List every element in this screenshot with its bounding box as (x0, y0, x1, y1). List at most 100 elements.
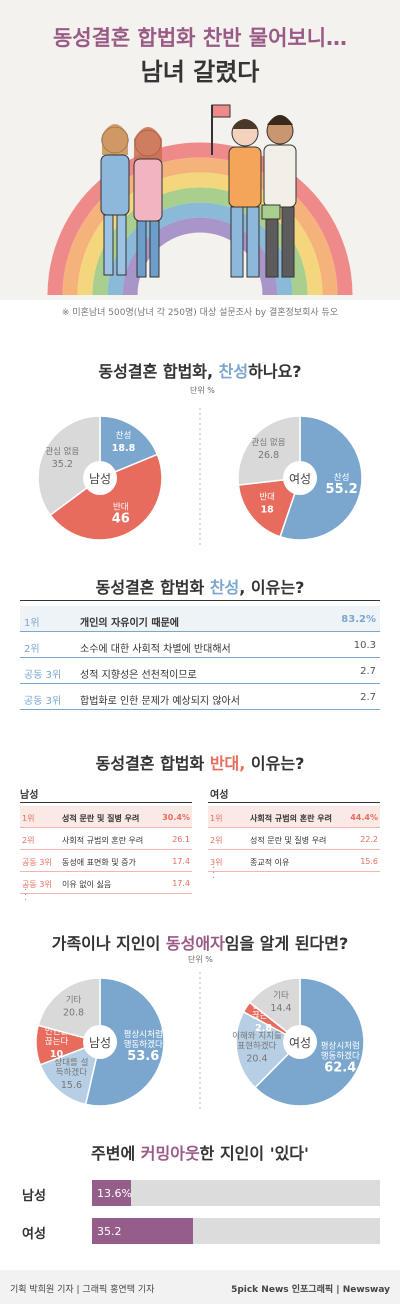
person-1-icon (100, 124, 130, 276)
slice-value: 26.8 (258, 450, 279, 461)
reason-value: 22.2 (360, 835, 378, 844)
slice-value: 18 (261, 504, 275, 515)
reason-value: 44.4% (350, 813, 378, 822)
bar-category-label: 남성 (22, 1189, 46, 1204)
reason-text: 소수에 대한 사회적 차별에 반대해서 (80, 644, 231, 655)
rank-label: 공동 3위 (22, 858, 52, 867)
rank-label: 1위 (210, 814, 223, 823)
slice-value: 15.6 (61, 1080, 82, 1091)
pie-slice (237, 415, 301, 486)
pie-center (283, 1025, 317, 1059)
pie-center (283, 461, 317, 495)
pie-slice (37, 977, 101, 1043)
bar-value-label: 13.6% (97, 1187, 132, 1200)
slice-value: 2.8 (255, 1023, 272, 1034)
reason-text: 합법화로 인한 문제가 예상되지 않아서 (80, 696, 240, 707)
section3-title: 동성결혼 합법화 반대, 이유는? (95, 754, 305, 773)
slice-value: 10 (50, 1049, 64, 1060)
footer-brand: 5pick News 인포그래픽 | Newsway (231, 1285, 390, 1295)
reason-value: 83.2% (341, 614, 376, 625)
footer: 기획 박희원 기자 | 그래픽 홍연택 기자 5pick News 인포그래픽 … (0, 1270, 400, 1304)
section2-top-rule (20, 600, 380, 601)
more-dots-male: · · · (24, 885, 28, 906)
pie-slice (237, 477, 302, 538)
table-row: 공동 3위 이유 없이 싫음 17.4 (20, 872, 192, 894)
table-row: 2위 사회적 규범의 혼란 우려 26.1 (20, 828, 192, 850)
slice-label: 평상시처럼 (124, 1029, 163, 1040)
slice-value: 55.2 (326, 482, 358, 497)
slice-label: 기타 (66, 995, 82, 1005)
slice-label: 득하겠다 (56, 1067, 87, 1078)
pie-slice (39, 1040, 102, 1106)
pie-slice (248, 977, 301, 1044)
slice-label: 이해와 지지를 (232, 1031, 282, 1042)
slice-label: 반대 (113, 502, 129, 513)
slice-value: 53.6 (127, 1049, 159, 1064)
slice-label: 반대 (259, 491, 275, 502)
rank-label: 공동 3위 (24, 696, 62, 707)
rank-label: 1위 (24, 618, 40, 629)
reason-value: 15.6 (360, 857, 378, 866)
rainbow-illustration (47, 104, 353, 296)
slice-label: 행동하겠다 (321, 1051, 360, 1062)
person-4-icon (261, 115, 297, 278)
bar-category-label: 여성 (22, 1227, 46, 1242)
reason-text: 성적 문란 및 질병 우려 (250, 836, 327, 845)
bar-value-label: 35.2 (97, 1225, 122, 1238)
bar-track (92, 1180, 380, 1206)
rank-label: 2위 (210, 836, 223, 845)
bar-fill (92, 1180, 132, 1206)
more-dots-female: · · · (212, 863, 216, 884)
table-row: 공동 3위 합법화로 인한 문제가 예상되지 않아서 2.7 (20, 684, 380, 710)
table-row: 1위 성적 문란 및 질병 우려 30.4% (20, 806, 192, 828)
slice-label: 행동하겠다 (124, 1039, 163, 1050)
section2-title: 동성결혼 합법화 찬성, 이유는? (95, 578, 305, 597)
section1-title: 동성결혼 합법화, 찬성하나요? (98, 362, 302, 381)
reason-text: 이유 없이 싫음 (62, 880, 112, 889)
table-row: 1위 개인의 자유이기 때문에 83.2% (20, 606, 380, 632)
rank-label: 3위 (210, 858, 223, 867)
pie-center-label: 여성 (289, 1036, 311, 1050)
reason-text: 사회적 규범의 혼란 우려 (250, 814, 332, 823)
reason-text: 개인의 자유이기 때문에 (80, 618, 179, 629)
pie-slice (99, 415, 159, 480)
reason-text: 성적 지향성은 선천적이므로 (80, 670, 197, 681)
survey-note: ※ 미혼남녀 500명(남녀 각 250명) 대상 설문조사 by 결혼정보회사… (61, 308, 339, 318)
header-banner: 동성결혼 합법화 찬반 물어보니… 남녀 갈렸다 (0, 0, 400, 300)
pie-center (83, 1025, 117, 1059)
reason-value: 10.3 (353, 640, 376, 651)
slice-label: 관심 없음 (252, 437, 286, 448)
slice-label: 관심 없음 (45, 446, 79, 457)
rank-label: 2위 (22, 836, 35, 845)
section5-title: 주변에 커밍아웃한 지인이 '있다' (91, 1144, 309, 1163)
reason-text: 종교적 이유 (250, 858, 290, 867)
reason-text: 성적 문란 및 질병 우려 (62, 814, 140, 823)
slice-label: 찬성 (334, 472, 350, 483)
male-oppose-rule (20, 802, 192, 803)
rank-label: 1위 (22, 814, 35, 823)
person-3-icon (211, 104, 262, 278)
slice-label: 끊는다 (252, 1011, 276, 1021)
section4-title: 가족이나 지인이 동성애자임을 알게 된다면? (51, 934, 349, 953)
table-row: 1위 사회적 규범의 혼란 우려 44.4% (208, 806, 380, 828)
pie-slice (235, 1010, 302, 1089)
pie-slice (84, 977, 165, 1107)
slice-label: 상대를 설 (54, 1057, 88, 1068)
female-oppose-head: 여성 (210, 790, 229, 801)
slice-value: 46 (112, 512, 130, 527)
rank-label: 2위 (24, 644, 40, 655)
reason-text: 사회적 규범의 혼란 우려 (62, 836, 144, 845)
slice-value: 35.2 (52, 459, 73, 470)
table-row: 공동 3위 동성애 표면화 및 증가 17.4 (20, 850, 192, 872)
reason-value: 2.7 (360, 666, 376, 677)
bar-fill (92, 1218, 194, 1244)
slice-label: 평상시처럼 (321, 1041, 360, 1052)
slice-value: 62.4 (324, 1061, 356, 1076)
slice-label: 인연을 (45, 1026, 69, 1037)
pie-slice (37, 415, 101, 517)
reason-value: 2.7 (360, 692, 376, 703)
pie-center-label: 남성 (89, 1036, 111, 1050)
